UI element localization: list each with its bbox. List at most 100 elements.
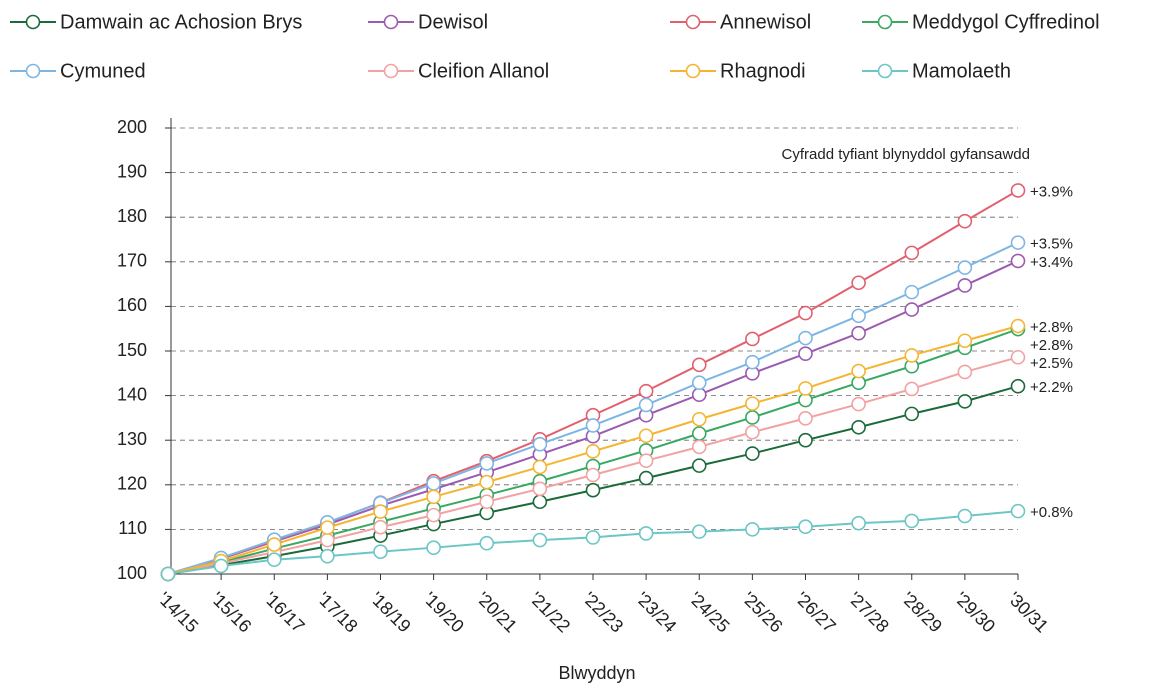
data-point bbox=[691, 357, 707, 373]
x-tick-label: '28/29 bbox=[898, 588, 946, 636]
data-point bbox=[373, 544, 388, 560]
data-point bbox=[745, 410, 760, 425]
data-point bbox=[532, 532, 548, 548]
data-point bbox=[904, 513, 920, 529]
growth-label: +0.8% bbox=[1030, 504, 1073, 521]
data-point bbox=[638, 397, 654, 413]
legend-marker bbox=[25, 63, 41, 79]
data-point bbox=[320, 548, 335, 564]
data-point bbox=[532, 459, 548, 475]
data-point bbox=[957, 333, 973, 349]
y-tick-label: 130 bbox=[117, 429, 147, 449]
annotation: Cyfradd tyfiant blynyddol gyfansawdd bbox=[782, 146, 1030, 163]
y-tick-label: 180 bbox=[117, 206, 147, 226]
data-point bbox=[798, 346, 813, 361]
data-point bbox=[798, 432, 813, 448]
data-point bbox=[585, 482, 601, 498]
data-point bbox=[798, 305, 813, 321]
data-point bbox=[532, 494, 548, 510]
data-point bbox=[1010, 349, 1026, 365]
data-point bbox=[585, 444, 601, 459]
x-tick-label: '29/30 bbox=[951, 588, 999, 636]
legend-label: Annewisol bbox=[720, 11, 811, 33]
legend-marker bbox=[685, 14, 701, 30]
legend-label: Cymuned bbox=[60, 60, 146, 82]
data-point bbox=[957, 278, 973, 293]
data-point bbox=[266, 552, 282, 568]
x-tick-label: '25/26 bbox=[738, 588, 786, 636]
data-point bbox=[213, 558, 229, 574]
data-point bbox=[798, 519, 813, 535]
data-point bbox=[426, 489, 441, 505]
data-point bbox=[745, 396, 760, 411]
growth-label: +2.8% bbox=[1030, 319, 1073, 336]
x-tick-label: '24/25 bbox=[685, 588, 733, 636]
x-axis-title: Blwyddyn bbox=[558, 663, 635, 683]
growth-label: +2.8% bbox=[1030, 337, 1073, 354]
growth-label: +3.4% bbox=[1030, 254, 1073, 271]
data-point bbox=[691, 458, 707, 473]
y-tick-label: 160 bbox=[117, 295, 147, 315]
data-point bbox=[745, 446, 760, 461]
data-point bbox=[691, 426, 707, 441]
x-tick-label: '20/21 bbox=[473, 588, 521, 636]
x-tick-label: '27/28 bbox=[844, 588, 892, 636]
data-point bbox=[638, 526, 654, 541]
data-point bbox=[373, 504, 388, 519]
data-point bbox=[638, 383, 654, 399]
data-point bbox=[904, 348, 920, 363]
legend-label: Dewisol bbox=[418, 11, 488, 33]
data-point bbox=[320, 532, 335, 548]
data-point bbox=[585, 530, 601, 545]
y-tick-label: 140 bbox=[117, 384, 147, 404]
data-point bbox=[160, 566, 176, 582]
data-point bbox=[957, 394, 973, 409]
data-point bbox=[479, 494, 495, 510]
data-point bbox=[851, 396, 866, 412]
x-tick-label: '19/20 bbox=[419, 588, 467, 636]
series-line bbox=[167, 189, 1019, 575]
x-tick-label: '21/22 bbox=[526, 588, 574, 636]
data-point bbox=[904, 284, 920, 300]
y-tick-label: 110 bbox=[118, 518, 147, 538]
growth-label: +2.2% bbox=[1030, 379, 1073, 396]
data-point bbox=[904, 245, 920, 261]
data-point bbox=[1010, 318, 1026, 334]
legend-marker bbox=[25, 14, 41, 30]
data-point bbox=[266, 537, 282, 552]
x-tick-label: '26/27 bbox=[791, 588, 839, 636]
data-point bbox=[320, 520, 335, 535]
data-point bbox=[373, 519, 388, 535]
data-point bbox=[1010, 378, 1026, 394]
data-point bbox=[1010, 503, 1026, 519]
legend-marker bbox=[685, 63, 701, 79]
y-tick-label: 150 bbox=[117, 340, 147, 360]
x-tick-label: '16/17 bbox=[260, 588, 308, 636]
data-point bbox=[638, 470, 654, 486]
data-point bbox=[798, 411, 813, 426]
data-point bbox=[957, 213, 973, 229]
data-point bbox=[532, 436, 548, 452]
data-point bbox=[957, 260, 973, 275]
legend-label: Damwain ac Achosion Brys bbox=[60, 11, 302, 33]
y-tick-label: 120 bbox=[117, 474, 147, 494]
data-point bbox=[479, 456, 495, 471]
data-point bbox=[851, 325, 866, 341]
legend-marker bbox=[877, 63, 893, 79]
growth-label: +3.5% bbox=[1030, 236, 1073, 253]
x-tick-label: '23/24 bbox=[632, 588, 680, 636]
data-point bbox=[745, 354, 760, 370]
data-point bbox=[1010, 253, 1026, 269]
x-tick-label: '14/15 bbox=[154, 588, 202, 636]
legend-label: Meddygol Cyffredinol bbox=[912, 11, 1100, 33]
data-point bbox=[532, 481, 548, 497]
data-point bbox=[691, 375, 707, 390]
data-point bbox=[745, 522, 760, 537]
data-point bbox=[798, 330, 813, 346]
legend-marker bbox=[383, 14, 399, 30]
data-point bbox=[1010, 183, 1026, 198]
data-point bbox=[798, 381, 813, 396]
x-tick-label: '22/23 bbox=[579, 588, 627, 636]
data-point bbox=[691, 439, 707, 455]
